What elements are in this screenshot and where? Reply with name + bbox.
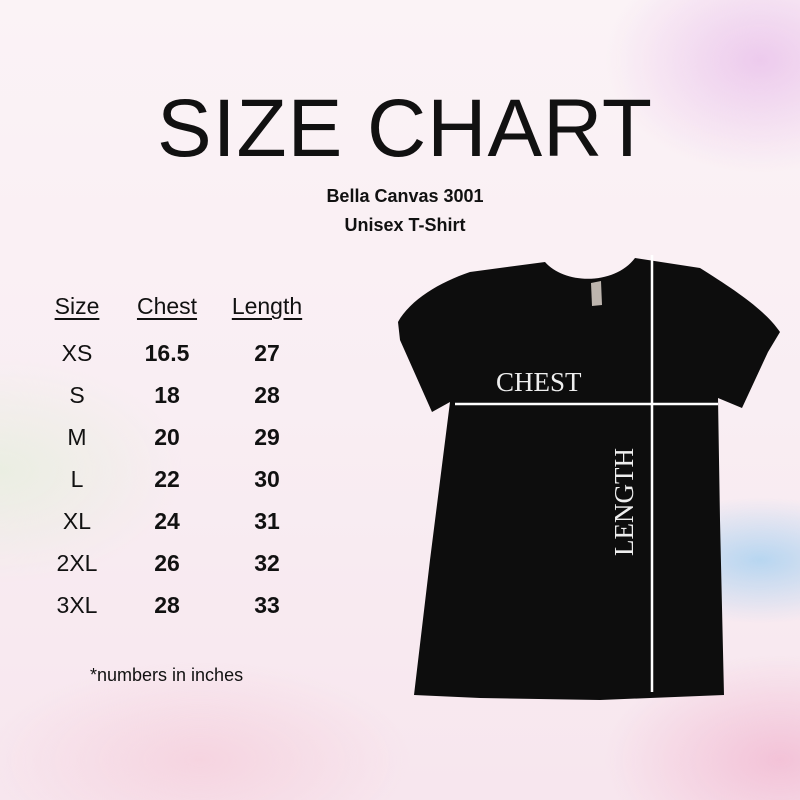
size-cell: M [67, 424, 87, 450]
units-note: *numbers in inches [90, 665, 244, 685]
product-name: Bella Canvas 3001 [326, 186, 484, 206]
collar-tag [591, 281, 602, 306]
chest-cell: 18 [154, 382, 180, 408]
tshirt-shape [398, 258, 780, 700]
chest-cell: 22 [154, 466, 180, 492]
column-header-size: Size [54, 293, 100, 319]
length-cell: 29 [254, 424, 280, 450]
chest-cell: 24 [154, 508, 180, 534]
size-cell: XL [62, 508, 92, 534]
size-cell: L [70, 466, 84, 492]
chest-cell: 16.5 [144, 340, 190, 366]
length-cell: 30 [254, 466, 280, 492]
length-cell: 27 [254, 340, 280, 366]
page-title: SIZE CHART [157, 83, 653, 174]
product-type: Unisex T-Shirt [344, 215, 466, 235]
size-cell: S [69, 382, 85, 408]
length-cell: 31 [254, 508, 280, 534]
size-cell: 3XL [56, 592, 98, 618]
column-header-chest: Chest [136, 293, 198, 319]
size-cell: 2XL [56, 550, 98, 576]
length-cell: 28 [254, 382, 280, 408]
column-header-length: Length [231, 293, 303, 319]
length-cell: 33 [254, 592, 280, 618]
chest-cell: 20 [154, 424, 180, 450]
size-cell: XS [61, 340, 93, 366]
length-cell: 32 [254, 550, 280, 576]
chest-cell: 28 [154, 592, 180, 618]
chest-label: CHEST [496, 367, 582, 397]
length-label: LENGTH [609, 448, 639, 556]
chest-cell: 26 [154, 550, 180, 576]
